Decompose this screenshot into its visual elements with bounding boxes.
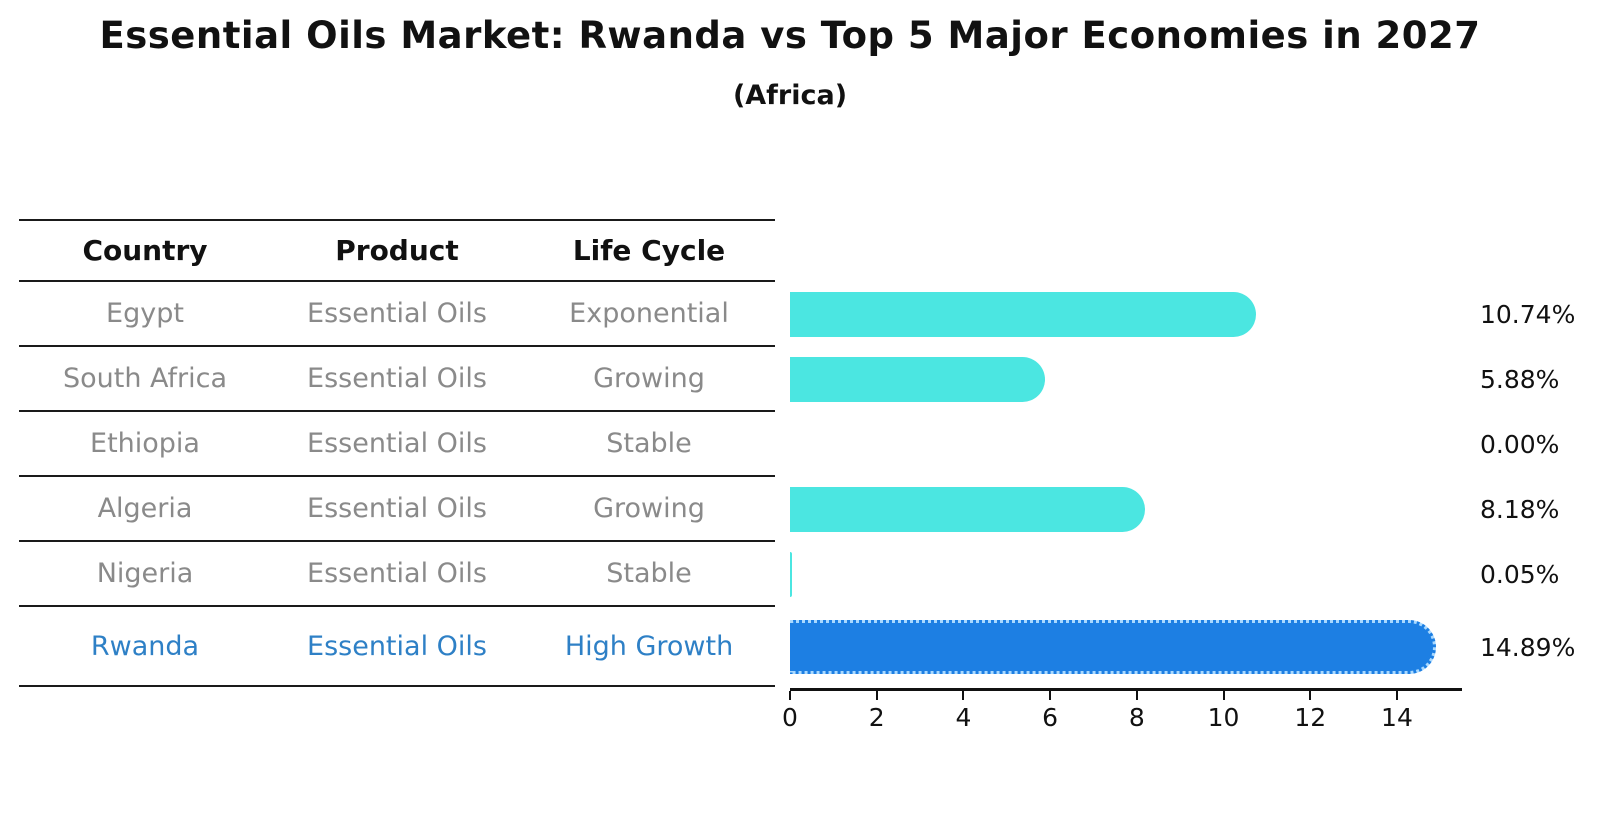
cell-product: Essential Oils bbox=[307, 428, 487, 459]
bar-egypt bbox=[790, 292, 1256, 337]
header-cell-life-cycle: Life Cycle bbox=[572, 234, 726, 267]
bar-row-egypt bbox=[790, 282, 1462, 347]
bar-nigeria bbox=[790, 552, 793, 597]
x-axis-tick bbox=[789, 691, 791, 700]
x-axis-tick-label: 0 bbox=[782, 703, 798, 732]
x-axis-tick-label: 10 bbox=[1207, 703, 1240, 732]
cell-life-cycle: Growing bbox=[593, 493, 705, 524]
table-row-ethiopia: Ethiopia Essential Oils Stable bbox=[19, 412, 775, 477]
value-label-nigeria: 0.05% bbox=[1480, 560, 1560, 589]
table-row-rwanda: Rwanda Essential Oils High Growth bbox=[19, 607, 775, 687]
x-axis-tick-label: 2 bbox=[868, 703, 885, 732]
bar-row-ethiopia bbox=[790, 412, 1462, 477]
cell-product: Essential Oils bbox=[307, 363, 487, 394]
value-label-algeria: 8.18% bbox=[1480, 495, 1560, 524]
value-label-rwanda: 14.89% bbox=[1480, 632, 1576, 662]
chart-title: Essential Oils Market: Rwanda vs Top 5 M… bbox=[99, 14, 1481, 57]
bar-row-algeria bbox=[790, 477, 1462, 542]
x-axis-tick bbox=[875, 691, 878, 700]
x-axis-tick-label: 4 bbox=[955, 703, 972, 732]
cell-life-cycle: Growing bbox=[593, 363, 705, 394]
table-row-algeria: Algeria Essential Oils Growing bbox=[19, 477, 775, 542]
header-cell-country: Country bbox=[82, 234, 208, 267]
bar-row-south-africa bbox=[790, 347, 1462, 412]
x-axis-tick bbox=[1309, 691, 1312, 700]
value-label-south-africa: 5.88% bbox=[1480, 365, 1560, 394]
cell-country: Algeria bbox=[97, 493, 193, 524]
cell-life-cycle: Stable bbox=[606, 558, 692, 589]
cell-country: Ethiopia bbox=[90, 428, 200, 459]
x-axis: 0 2 4 6 8 10 12 14 bbox=[782, 688, 1462, 738]
cell-country: Egypt bbox=[106, 298, 184, 329]
x-axis-tick bbox=[1395, 691, 1398, 700]
bar-row-nigeria bbox=[790, 542, 1462, 607]
cell-product: Essential Oils bbox=[307, 558, 487, 589]
x-axis-tick-label: 6 bbox=[1042, 703, 1059, 732]
x-axis-tick-label: 8 bbox=[1128, 703, 1145, 732]
value-labels: 10.74% 5.88% 0.00% 8.18% 0.05% 14.89% bbox=[1480, 282, 1600, 687]
x-axis-tick bbox=[1049, 691, 1052, 700]
cell-product: Essential Oils bbox=[307, 298, 487, 329]
cell-product: Essential Oils bbox=[307, 493, 487, 524]
bar-row-rwanda bbox=[790, 607, 1462, 687]
table-row-south-africa: South Africa Essential Oils Growing bbox=[19, 347, 775, 412]
value-label-ethiopia: 0.00% bbox=[1480, 430, 1560, 459]
cell-country: Nigeria bbox=[96, 558, 194, 589]
data-table: Country Product Life Cycle Egypt Essenti… bbox=[19, 219, 775, 687]
header-cell-product: Product bbox=[335, 234, 459, 267]
chart-subtitle: (Africa) bbox=[732, 80, 848, 111]
table-row-egypt: Egypt Essential Oils Exponential bbox=[19, 282, 775, 347]
x-axis-tick bbox=[962, 691, 965, 700]
bar-south-africa bbox=[790, 357, 1045, 402]
cell-product: Essential Oils bbox=[307, 630, 487, 662]
cell-life-cycle: Stable bbox=[606, 428, 692, 459]
table-header-row: Country Product Life Cycle bbox=[19, 219, 775, 282]
value-label-egypt: 10.74% bbox=[1480, 300, 1576, 329]
cell-life-cycle: High Growth bbox=[564, 630, 734, 662]
x-axis-tick bbox=[1135, 691, 1138, 700]
cell-country: South Africa bbox=[62, 363, 228, 394]
cell-country: Rwanda bbox=[90, 630, 200, 662]
table-row-nigeria: Nigeria Essential Oils Stable bbox=[19, 542, 775, 607]
x-axis-tick bbox=[1222, 691, 1225, 700]
x-axis-tick-label: 14 bbox=[1381, 703, 1413, 732]
cell-life-cycle: Exponential bbox=[569, 298, 729, 329]
x-axis-tick-label: 12 bbox=[1294, 703, 1327, 732]
bar-rwanda bbox=[790, 620, 1436, 674]
bar-algeria bbox=[790, 487, 1145, 532]
bar-plot bbox=[790, 282, 1462, 687]
